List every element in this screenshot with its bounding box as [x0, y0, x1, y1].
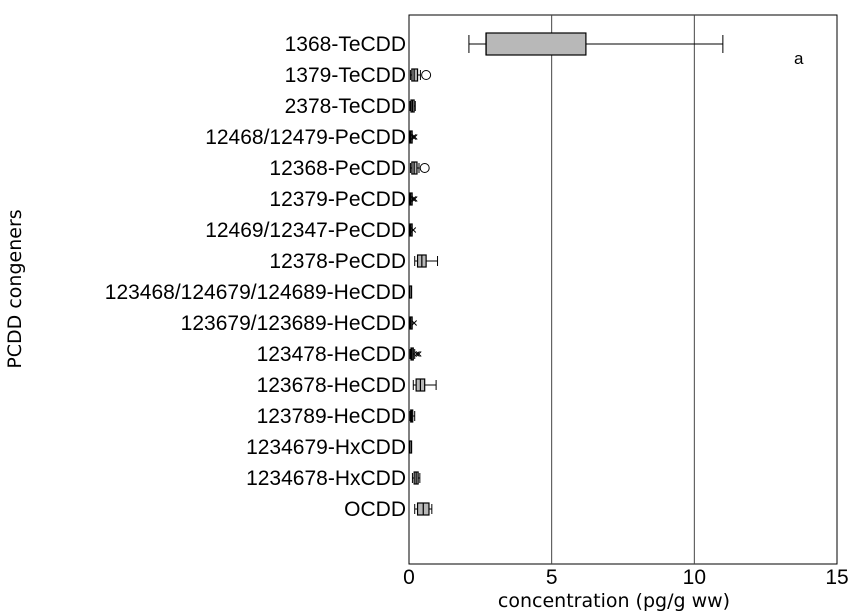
- category-label: 1368-TeCDD: [285, 33, 406, 56]
- box-9: [408, 285, 413, 299]
- category-label: 1234678-HxCDD: [246, 467, 406, 490]
- outlier-point: [414, 351, 420, 357]
- boxes-layer: [408, 32, 724, 516]
- outlier-point: [410, 134, 417, 140]
- category-label: 1379-TeCDD: [285, 64, 406, 87]
- category-label: 12378-PeCDD: [269, 250, 406, 273]
- category-label: OCDD: [344, 498, 406, 521]
- box-13: [409, 409, 416, 423]
- box-10: [409, 316, 417, 330]
- category-label: 1234679-HxCDD: [246, 436, 406, 459]
- box-3: [409, 99, 416, 113]
- grid-lines: [551, 15, 695, 564]
- box-8: [414, 254, 439, 268]
- category-labels: 1368-TeCDD 1379-TeCDD 2378-TeCDD 12468/1247…: [105, 33, 406, 521]
- outlier-point: [411, 320, 417, 326]
- category-label: 12468/12479-PeCDD: [205, 126, 406, 149]
- outlier-point: [410, 196, 417, 202]
- outlier-point: [421, 70, 432, 80]
- y-axis-title: PCDD congeners: [4, 209, 26, 368]
- category-label: 123468/124679/124689-HeCDD: [105, 281, 406, 304]
- box-iqr: [485, 32, 587, 56]
- outlier-point: [419, 163, 430, 173]
- category-label: 123678-HeCDD: [257, 374, 406, 397]
- x-tick-labels: 0 5 10 15: [403, 566, 849, 589]
- panel-label: a: [794, 49, 804, 68]
- box-6: [409, 192, 418, 206]
- box-5: [409, 161, 430, 175]
- outlier-point: [410, 227, 417, 233]
- category-label: 123478-HeCDD: [257, 343, 406, 366]
- x-tick-label: 5: [546, 566, 558, 589]
- category-label: 123679/123689-HeCDD: [181, 312, 406, 335]
- category-label: 2378-TeCDD: [285, 95, 406, 118]
- box-7: [409, 223, 417, 237]
- box-12: [412, 378, 437, 392]
- x-axis-title: concentration (pg/g ww): [498, 590, 730, 612]
- x-tick-label: 10: [683, 566, 706, 589]
- x-tick-label: 15: [825, 566, 848, 589]
- category-label: 12368-PeCDD: [269, 157, 406, 180]
- box-16: [414, 502, 433, 516]
- box-11: [409, 347, 422, 361]
- box-4: [409, 130, 418, 144]
- box-2: [409, 68, 432, 82]
- box-1: [468, 32, 724, 56]
- category-label: 123789-HeCDD: [257, 405, 406, 428]
- box-15: [411, 471, 421, 485]
- outlier-point: [411, 134, 418, 140]
- x-tick-label: 0: [403, 566, 415, 589]
- outlier-point: [415, 351, 422, 357]
- box-14: [408, 440, 413, 454]
- outlier-point: [411, 196, 418, 202]
- category-label: 12379-PeCDD: [269, 188, 406, 211]
- category-label: 12469/12347-PeCDD: [205, 219, 406, 242]
